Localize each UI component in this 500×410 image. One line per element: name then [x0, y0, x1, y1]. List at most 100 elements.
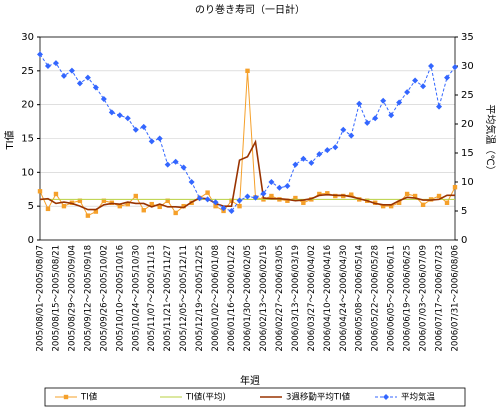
data-point: [285, 198, 290, 203]
data-point: [117, 203, 123, 209]
data-point: [349, 192, 354, 197]
y2-tick-label: 20: [461, 119, 474, 130]
data-point: [236, 197, 243, 204]
y2-axis-title: 平均気温（℃）: [484, 104, 497, 175]
y-tick-label: 30: [21, 32, 34, 43]
data-point: [85, 213, 91, 218]
data-point: [404, 89, 411, 96]
data-point: [84, 74, 91, 81]
data-point: [332, 144, 339, 151]
data-point: [132, 126, 139, 133]
data-point: [317, 191, 322, 197]
data-point: [380, 97, 387, 104]
x-tick-label: 2006/01/30～2006/02/05: [243, 245, 253, 351]
data-point: [164, 161, 171, 168]
data-point: [436, 103, 443, 110]
data-point: [436, 193, 442, 199]
data-point: [292, 161, 299, 168]
data-point: [412, 193, 418, 199]
x-tick-label: 2005/10/24～2005/10/30: [131, 245, 141, 351]
data-point: [133, 193, 138, 199]
data-point: [420, 83, 427, 90]
x-tick-label: 2006/02/13～2006/02/19: [259, 245, 269, 351]
data-point: [204, 196, 211, 203]
data-point: [348, 132, 355, 139]
x-tick-label: 2005/08/01～2005/08/07: [36, 245, 46, 351]
x-tick-label: 2005/09/26～2005/10/02: [99, 245, 109, 351]
data-point: [125, 201, 130, 207]
x-tick-label: 2005/11/21～2005/11/27: [163, 245, 173, 351]
y2-tick-label: 10: [461, 177, 474, 188]
data-point: [452, 64, 458, 71]
data-point: [396, 200, 402, 205]
y-tick-label: 20: [21, 100, 34, 111]
legend-label: 平均気温: [401, 392, 436, 403]
data-point: [108, 109, 115, 116]
x-tick-label: 2006/05/22～2006/05/28: [371, 245, 381, 351]
data-point: [148, 138, 155, 145]
x-tick-label: 2005/12/05～2005/12/11: [179, 245, 189, 351]
y2-tick-label: 35: [461, 32, 474, 43]
data-point: [325, 191, 330, 196]
y2-tick-label: 0: [461, 235, 467, 246]
data-point: [452, 185, 458, 190]
data-point: [188, 179, 195, 185]
x-tick-label: 2006/06/05～2006/06/11: [387, 245, 397, 351]
x-tick-label: 2006/01/02～2006/01/08: [211, 245, 221, 351]
data-point: [396, 99, 403, 106]
data-point: [260, 190, 267, 197]
data-point: [444, 74, 451, 81]
data-point: [212, 199, 219, 206]
data-point: [101, 198, 107, 203]
data-point: [124, 115, 131, 122]
x-tick-label: 2006/07/03～2006/07/09: [419, 245, 429, 351]
y2-tick-label: 15: [461, 148, 474, 159]
data-point: [316, 151, 323, 158]
data-point: [428, 63, 435, 69]
y2-tick-label: 25: [461, 90, 474, 101]
x-tick-label: 2006/03/13～2006/03/19: [291, 245, 301, 351]
data-point: [388, 203, 394, 209]
data-point: [205, 190, 210, 195]
legend-label: 3週移動平均TI値: [286, 392, 351, 403]
data-point: [237, 203, 242, 209]
data-point: [388, 112, 395, 119]
x-tick-label: 2006/01/16～2006/01/22: [227, 245, 237, 351]
data-point: [61, 203, 67, 209]
x-tick-label: 2006/07/17～2006/07/23: [435, 245, 445, 351]
x-tick-label: 2006/02/27～2006/03/05: [275, 245, 285, 351]
data-point: [156, 135, 163, 142]
legend-label: TI値: [80, 392, 98, 403]
data-point: [244, 193, 251, 200]
legend-box: [44, 387, 466, 407]
data-point: [245, 68, 250, 74]
series-line: [39, 139, 455, 211]
data-point: [269, 193, 274, 199]
data-point: [44, 63, 51, 69]
x-tick-label: 2005/12/19～2005/12/25: [195, 245, 205, 351]
data-point: [372, 115, 379, 122]
data-point: [340, 126, 347, 133]
data-point: [181, 203, 186, 209]
data-point: [149, 201, 154, 207]
x-tick-label: 2005/09/12～2005/09/18: [83, 245, 93, 351]
data-point: [76, 80, 83, 87]
data-point: [180, 164, 187, 171]
data-point: [252, 194, 259, 201]
x-tick-label: 2006/04/24～2006/04/30: [339, 245, 349, 351]
data-point: [268, 179, 275, 185]
data-point: [37, 51, 43, 58]
y-tick-label: 15: [21, 134, 34, 145]
data-point: [300, 155, 307, 162]
data-point: [165, 198, 170, 203]
x-tick-label: 2005/08/15～2005/08/21: [51, 245, 61, 351]
data-point: [45, 206, 51, 212]
data-point: [228, 208, 235, 214]
data-point: [196, 195, 203, 202]
data-point: [356, 100, 363, 107]
data-point: [140, 123, 147, 130]
data-point: [364, 119, 371, 126]
chart-title: のり巻き寿司（一日計）: [195, 3, 305, 16]
y-tick-label: 0: [28, 235, 34, 246]
